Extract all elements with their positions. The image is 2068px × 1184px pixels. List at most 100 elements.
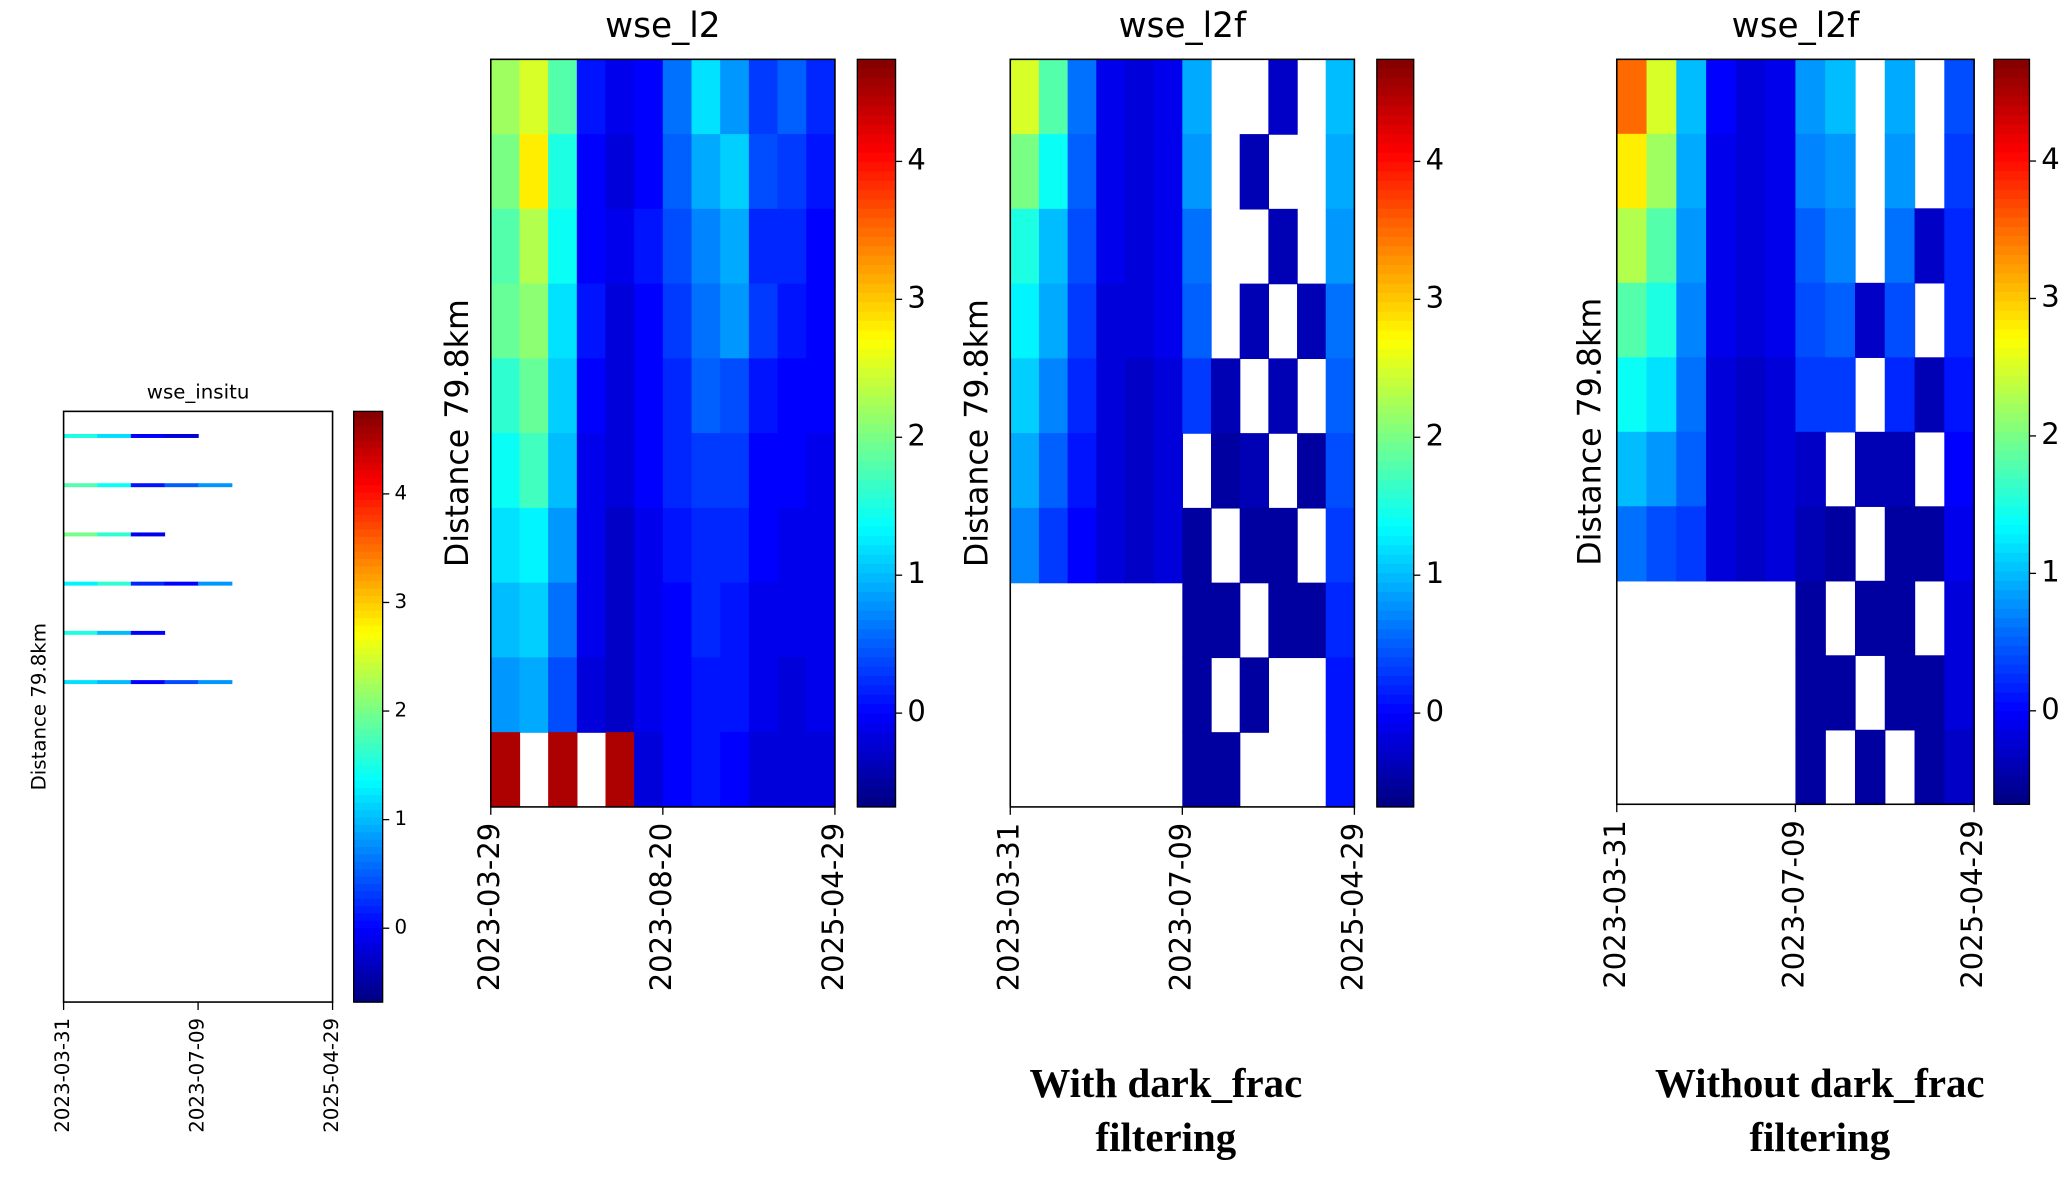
heatmap-cell xyxy=(1884,133,1916,209)
heatmap-cell xyxy=(806,433,836,509)
heatmap-cell xyxy=(1124,358,1155,434)
y-axis-label: Distance 79.8km xyxy=(1573,298,1609,566)
colorbar-segment xyxy=(857,106,896,117)
colorbar-segment xyxy=(353,987,383,996)
heatmap-cell xyxy=(198,680,233,685)
heatmap-cell xyxy=(1795,431,1826,507)
colorbar-segment xyxy=(857,274,896,285)
heatmap-cell xyxy=(63,581,98,586)
heatmap-cell xyxy=(1325,507,1356,584)
heatmap-cell xyxy=(1010,134,1040,210)
colorbar-segment xyxy=(857,620,896,631)
colorbar-segment xyxy=(1376,59,1414,70)
colorbar-segment xyxy=(1993,636,2030,647)
colorbar-segment xyxy=(1993,431,2030,442)
heatmap-cell xyxy=(634,657,664,733)
colorbar-segment xyxy=(857,629,896,640)
heatmap-cell xyxy=(1268,582,1298,659)
heatmap-cell xyxy=(777,732,807,808)
x-tick-label: 2023-03-29 xyxy=(472,823,506,992)
colorbar-segment xyxy=(1376,78,1414,89)
colorbar-segment xyxy=(353,832,383,841)
colorbar-segment xyxy=(857,264,896,275)
colorbar-segment xyxy=(1376,87,1414,98)
colorbar-segment xyxy=(1993,273,2030,284)
colorbar-segment xyxy=(1993,217,2030,228)
colorbar-tick-label: 0 xyxy=(1426,694,1444,728)
heatmap-cell xyxy=(1325,582,1356,659)
colorbar-segment xyxy=(1376,320,1414,331)
colorbar-segment xyxy=(1993,385,2030,396)
colorbar-segment xyxy=(1376,339,1414,350)
colorbar-segment xyxy=(1993,785,2030,796)
colorbar-segment xyxy=(1376,554,1414,565)
heatmap-cell xyxy=(490,582,521,659)
heatmap-cell xyxy=(1067,433,1097,509)
x-tick-label: 2023-03-31 xyxy=(51,1018,74,1133)
colorbar-segment xyxy=(353,706,383,715)
colorbar-segment xyxy=(353,854,383,863)
heatmap-cell xyxy=(576,433,607,509)
colorbar-segment xyxy=(1993,59,2030,70)
heatmap-cell xyxy=(1765,59,1797,135)
colorbar-segment xyxy=(1993,143,2030,154)
colorbar-segment xyxy=(1993,394,2030,405)
colorbar-segment xyxy=(857,648,896,659)
panel: wse_l2 Distance 79.8km 2023-03-29 2023-08-2… xyxy=(440,6,926,991)
heatmap-cell xyxy=(1182,208,1212,285)
heatmap-cell xyxy=(548,657,578,733)
heatmap-cell xyxy=(490,358,521,434)
colorbar-segment xyxy=(1376,227,1414,238)
colorbar-segment xyxy=(1376,629,1414,640)
colorbar-segment xyxy=(1376,349,1414,360)
colorbar-segment xyxy=(857,545,896,556)
colorbar-segment xyxy=(857,199,896,210)
heatmap-cell xyxy=(1124,134,1155,210)
heatmap-cell xyxy=(1182,59,1212,135)
heatmap-cell xyxy=(490,208,521,285)
heatmap-cell xyxy=(1825,282,1856,358)
heatmap-cell xyxy=(605,657,635,733)
heatmap-cell xyxy=(1096,283,1126,360)
colorbar-segment xyxy=(353,418,383,427)
colorbar-segment xyxy=(857,218,896,229)
colorbar-segment xyxy=(353,440,383,449)
heatmap-cell xyxy=(519,657,549,733)
heatmap-cell xyxy=(720,657,750,733)
heatmap-cell xyxy=(748,208,779,285)
heatmap-cell xyxy=(748,59,779,135)
heatmap-cell xyxy=(662,283,693,360)
colorbar-segment xyxy=(1376,573,1414,584)
heatmap-cell xyxy=(777,582,807,659)
heatmap-cell xyxy=(1268,59,1298,135)
colorbar-segment xyxy=(1993,199,2030,209)
heatmap-cell xyxy=(1795,729,1826,805)
heatmap-cell xyxy=(1038,358,1069,434)
colorbar-segment xyxy=(353,603,383,612)
colorbar-segment xyxy=(1993,254,2030,265)
heatmap-cell xyxy=(1795,282,1826,358)
colorbar-segment xyxy=(1376,274,1414,285)
heatmap-cell xyxy=(1765,133,1797,209)
panel: wse_insitu Distance 79.8km 2023-03-31 2023-… xyxy=(27,380,407,1132)
colorbar-segment xyxy=(1376,638,1414,649)
heatmap-cell xyxy=(1096,208,1126,285)
colorbar-segment xyxy=(1993,729,2030,740)
heatmap-cell xyxy=(63,630,98,635)
heatmap-cell xyxy=(1735,133,1767,209)
x-tick-label: 2023-03-31 xyxy=(991,823,1025,992)
heatmap-cell xyxy=(662,582,693,659)
heatmap-cell xyxy=(576,582,607,659)
chart-title: wse_l2f xyxy=(1732,6,1860,46)
heatmap-cell xyxy=(519,134,549,210)
plot-area xyxy=(63,411,333,1003)
colorbar-segment xyxy=(353,906,383,915)
colorbar-segment xyxy=(353,883,383,892)
colorbar-segment xyxy=(1376,535,1414,546)
colorbar-segment xyxy=(857,479,896,490)
colorbar-segment xyxy=(857,395,896,406)
heatmap-cell xyxy=(1676,133,1707,209)
heatmap-cell xyxy=(605,358,635,434)
heatmap-cell xyxy=(1646,357,1677,433)
heatmap-cell xyxy=(720,732,750,808)
